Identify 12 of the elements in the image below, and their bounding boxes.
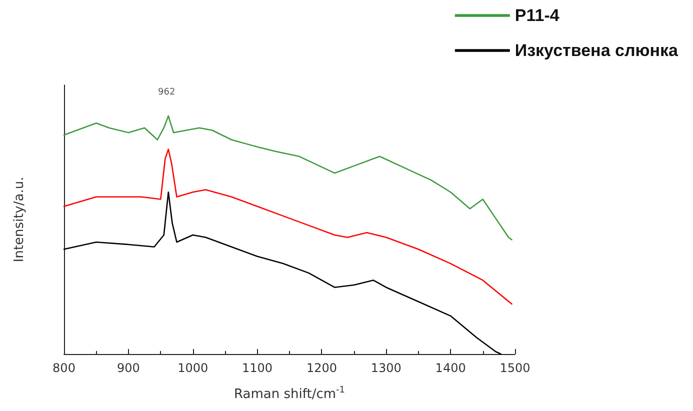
x-tick-label: 1400 — [435, 361, 466, 375]
legend-label: P11-4 — [514, 6, 560, 25]
legend-label: Изкуствена слюнка — [514, 41, 679, 60]
x-tick-label: 1300 — [370, 361, 402, 375]
x-tick-label: 1100 — [242, 361, 273, 375]
x-tick-label: 1200 — [306, 361, 337, 375]
text: 962 — [158, 88, 176, 98]
y-axis-title: Intensity/a.u. — [12, 176, 27, 262]
x-tick-label: 800 — [52, 361, 76, 375]
x-tick-label: 1000 — [178, 361, 208, 375]
x-tick-label: 1500 — [500, 361, 530, 375]
x-tick-label: 900 — [116, 361, 140, 375]
